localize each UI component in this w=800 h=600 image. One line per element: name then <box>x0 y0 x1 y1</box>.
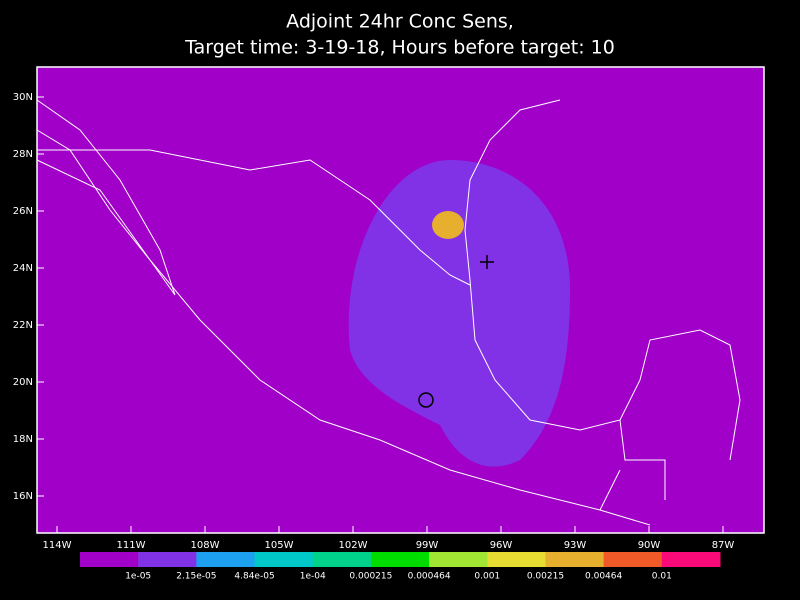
source-marker <box>418 392 434 408</box>
colorbar-swatch <box>603 552 663 567</box>
lon-label: 102W <box>339 540 368 551</box>
colorbar-swatch <box>196 552 256 567</box>
colorbar-label: 4.84e-05 <box>234 572 274 582</box>
lon-label: 93W <box>564 540 587 551</box>
colorbar-swatch <box>370 552 430 567</box>
title-line: Adjoint 24hr Conc Sens, <box>286 11 514 33</box>
colorbar-swatch <box>254 552 314 567</box>
colorbar-label: 1e-05 <box>125 572 151 582</box>
coastline <box>464 99 741 461</box>
colorbar-swatch <box>80 552 139 567</box>
border <box>599 419 666 511</box>
colorbar-label: 0.01 <box>652 572 672 582</box>
colorbar-swatch <box>312 552 372 567</box>
border <box>37 149 471 286</box>
lon-label: 114W <box>43 540 72 551</box>
map-frame <box>36 66 765 534</box>
colorbar-swatch <box>545 552 605 567</box>
colorbar-swatch <box>138 552 197 567</box>
lon-label: 87W <box>712 540 735 551</box>
lat-label: 24N <box>13 263 33 274</box>
target-marker <box>480 255 494 269</box>
colorbar-label: 1e-04 <box>300 572 326 582</box>
lat-label: 28N <box>13 149 33 160</box>
lat-label: 16N <box>13 491 33 502</box>
lon-label: 108W <box>191 540 220 551</box>
colorbar-swatch <box>487 552 546 567</box>
colorbar-label: 2.15e-05 <box>176 572 216 582</box>
sensitivity-field <box>348 160 570 467</box>
lat-label: 30N <box>13 92 33 103</box>
lon-label: 111W <box>117 540 146 551</box>
title-line: Target time: 3-19-18, Hours before targe… <box>184 37 615 59</box>
lat-label: 20N <box>13 377 33 388</box>
lat-label: 22N <box>13 320 33 331</box>
coastline <box>36 99 176 296</box>
coastline <box>36 159 651 526</box>
lon-label: 96W <box>490 540 513 551</box>
colorbar-swatch <box>429 552 488 567</box>
contour-fill <box>432 211 464 239</box>
lon-label: 90W <box>638 540 661 551</box>
map <box>36 66 765 534</box>
axis-labels: 30N 28N 26N 24N 22N 20N 18N 16N 114W 111W 108W 105W… <box>13 92 735 551</box>
lat-label: 18N <box>13 434 33 445</box>
colorbar: 1e-05 2.15e-05 4.84e-05 1e-04 0.000215 0.0004… <box>80 552 721 582</box>
lon-label: 105W <box>265 540 294 551</box>
lat-label: 26N <box>13 206 33 217</box>
coastlines <box>36 99 741 526</box>
colorbar-label: 0.000464 <box>408 572 451 582</box>
colorbar-label: 0.00215 <box>527 572 564 582</box>
colorbar-label: 0.000215 <box>349 572 392 582</box>
lon-label: 99W <box>416 540 439 551</box>
colorbar-label: 0.00464 <box>585 572 622 582</box>
colorbar-label: 0.001 <box>474 572 500 582</box>
colorbar-swatch <box>661 552 721 567</box>
